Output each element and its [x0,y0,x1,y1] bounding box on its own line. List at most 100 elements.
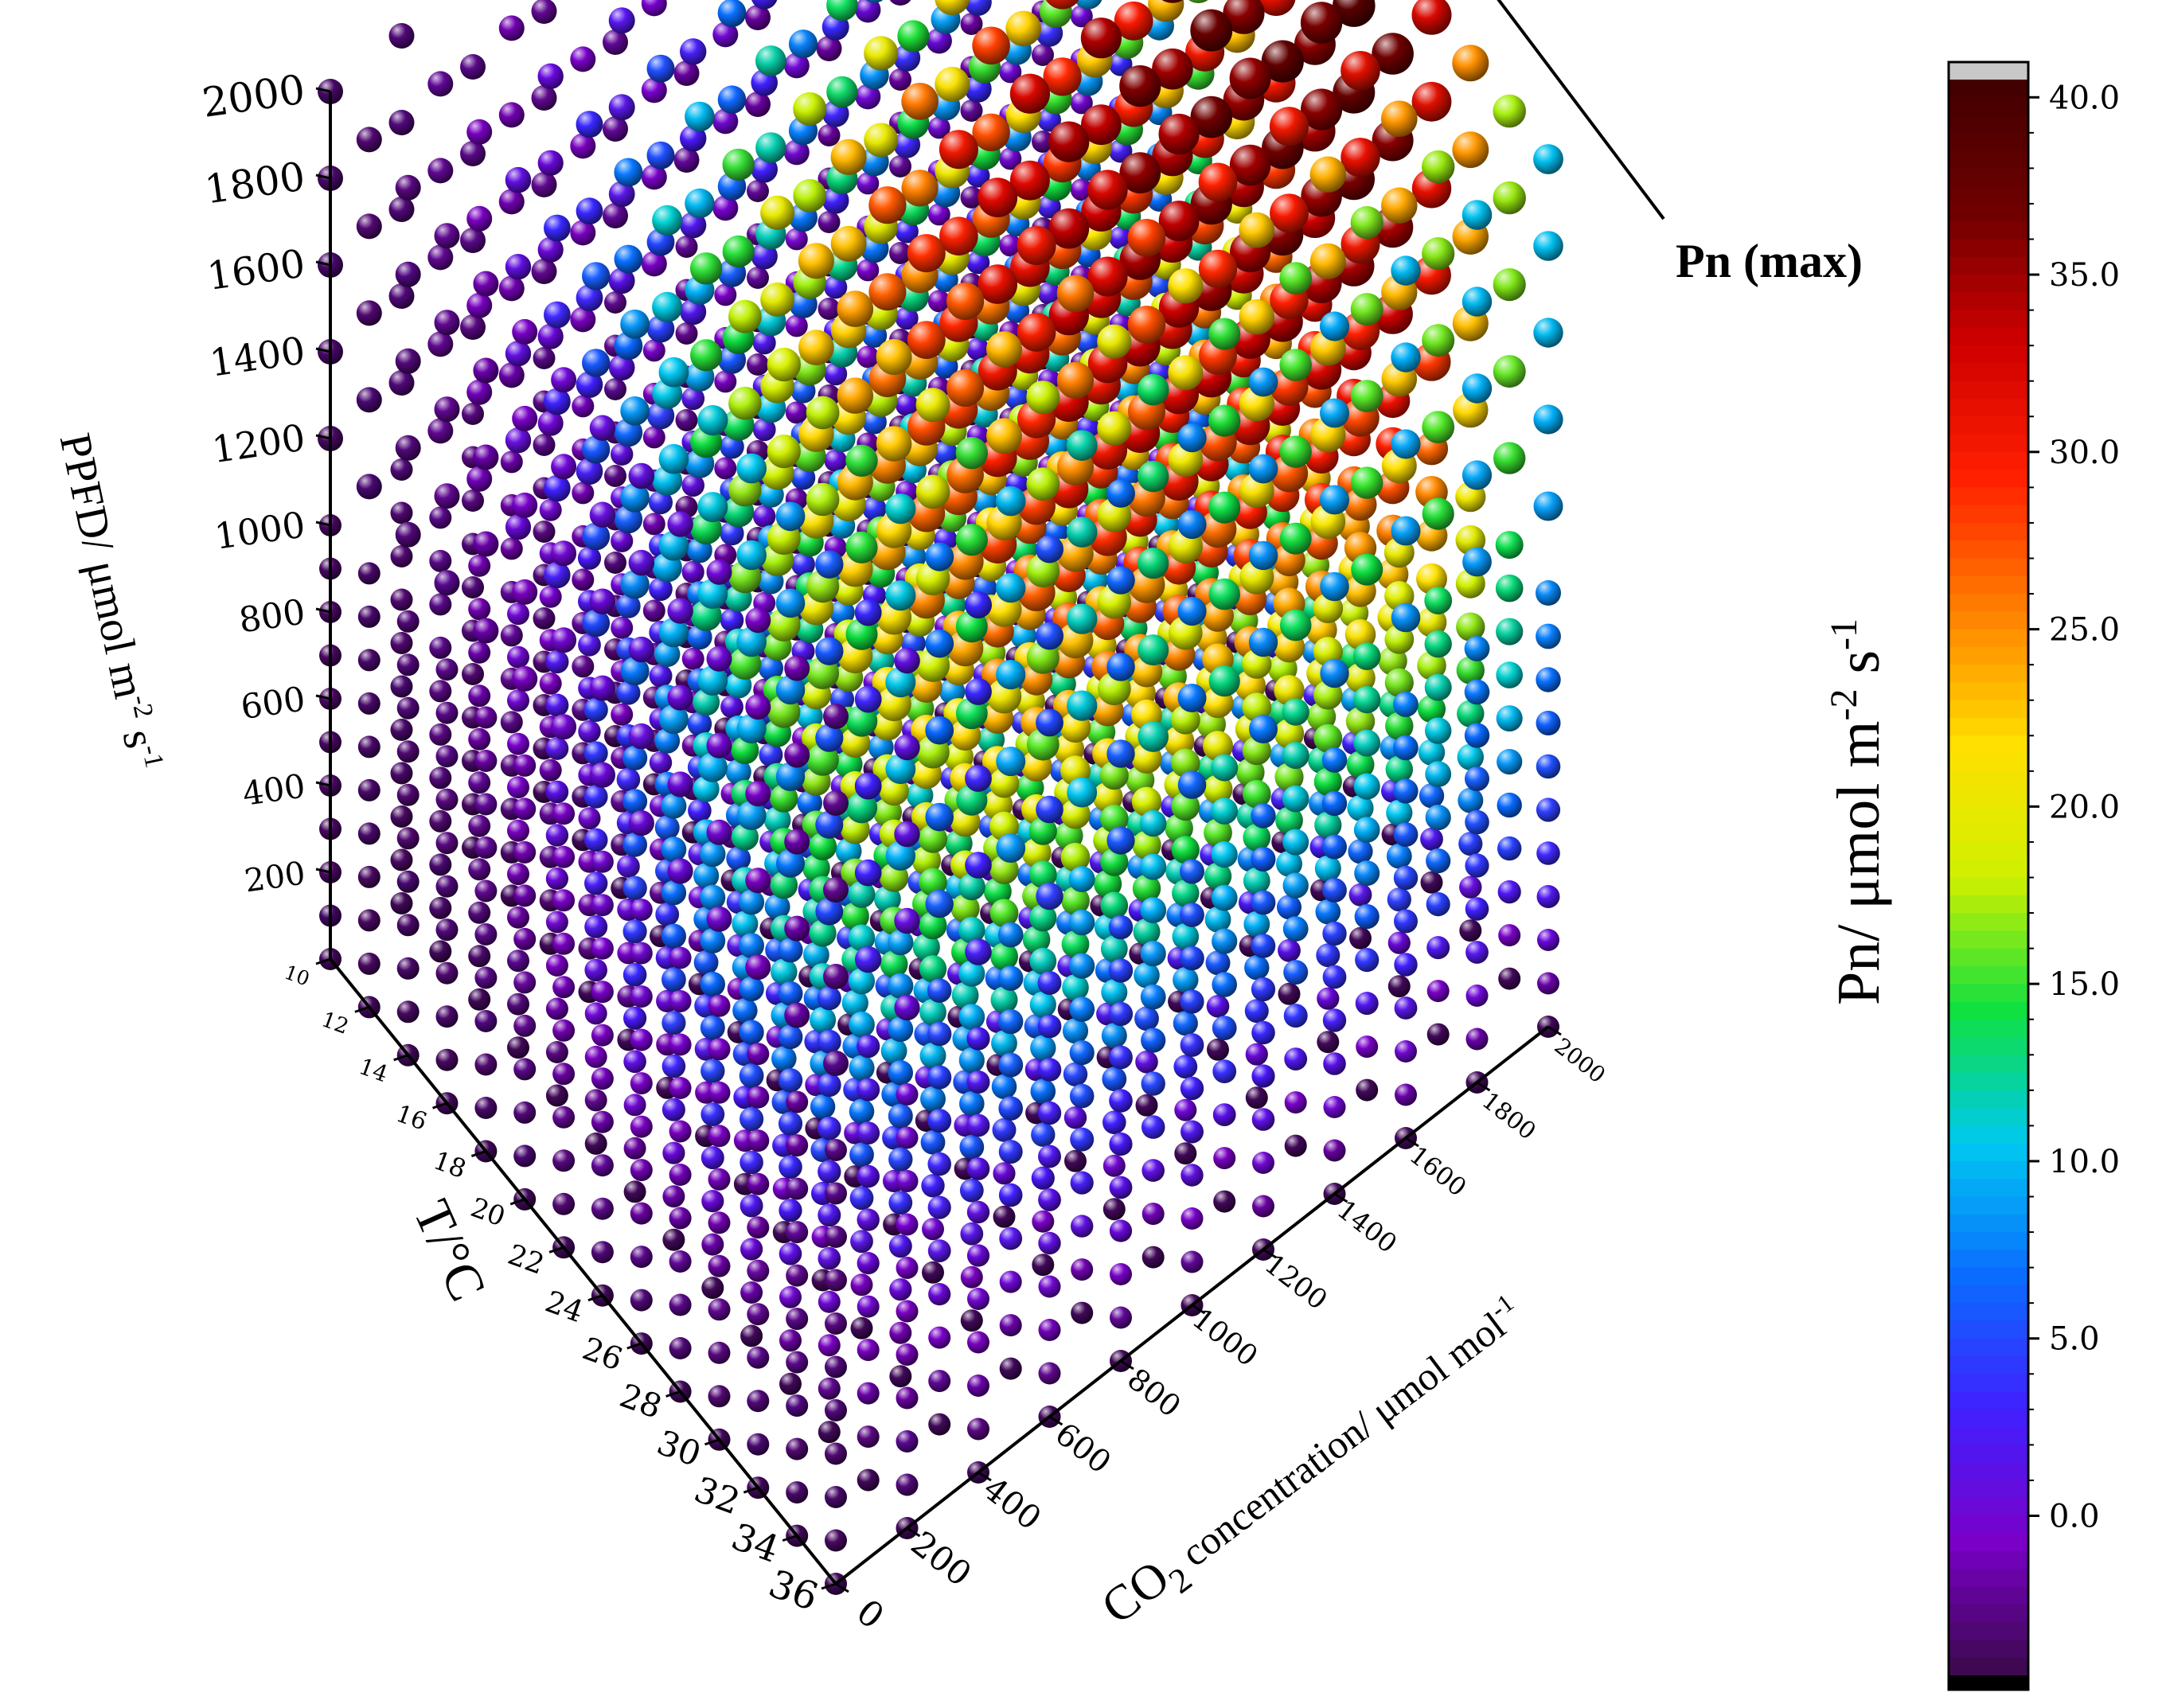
data-point [507,732,529,755]
data-point [739,889,765,915]
data-point [1070,1127,1095,1152]
data-point [689,252,723,285]
data-point [1274,675,1305,706]
data-point [725,758,751,786]
data-point [434,396,460,423]
data-point [1177,596,1207,626]
data-point [717,0,747,28]
data-point [895,306,919,330]
data-point [1353,773,1380,800]
data-point [608,267,635,294]
data-point [965,938,992,965]
y-tick [470,1150,486,1157]
data-point [1208,578,1240,610]
data-point [778,981,803,1006]
data-point [435,875,459,898]
data-point [673,60,700,86]
colorbar-overflow-top [1949,62,2028,80]
data-point [1493,94,1526,128]
data-point [1322,834,1347,860]
data-point [669,1207,692,1230]
z-tick [315,694,331,700]
data-point [616,680,641,705]
data-point [955,610,988,643]
data-point [1279,262,1313,294]
data-point [1038,1319,1061,1341]
data-point [1279,349,1312,381]
data-point [1038,1275,1061,1298]
data-point [1322,965,1347,989]
data-point [1070,5,1093,28]
data-point [1180,1033,1204,1057]
data-point [1251,890,1276,915]
data-point [771,1046,797,1071]
data-point [466,466,493,492]
data-point [652,291,683,322]
data-point [770,871,798,899]
data-point [1320,658,1349,688]
data-point [946,369,985,407]
data-point [1314,855,1341,882]
data-point [1069,909,1095,936]
data-point [584,914,608,938]
data-point [880,1038,907,1064]
data-point [658,530,689,561]
z-tick-label: 1600 [205,241,308,299]
data-point [1350,380,1383,412]
data-point [925,716,954,745]
data-point [907,234,946,273]
data-point [901,83,939,120]
data-point [1279,609,1312,641]
data-point [1279,522,1312,555]
data-point [1180,946,1204,971]
data-point [468,858,491,881]
data-point [614,418,643,447]
data-point [700,840,726,868]
data-point [965,591,992,618]
data-point [1134,1006,1159,1031]
data-point [591,1024,614,1047]
data-point [999,234,1022,257]
data-point [507,689,529,712]
data-point [513,797,537,821]
data-point [966,337,990,361]
data-point [545,867,569,891]
data-point [739,976,764,1002]
data-point [1031,1122,1056,1147]
data-point [1212,1103,1236,1126]
colorbar: 0.0 5.0 10.0 15.0 20.0 25.0 30.0 35.0 40.0 Pn/ μm… [1823,60,2120,1691]
data-point [1114,1,1153,41]
data-point [545,649,569,674]
data-point [552,889,576,912]
data-point [1244,955,1270,981]
data-point [983,877,1012,906]
data-point [390,762,413,785]
data-point [1395,1083,1417,1106]
annotation: Pn (max) [1497,0,1863,287]
z-tick [315,521,331,527]
data-point [778,1024,803,1050]
data-point [925,629,954,658]
data-point [720,695,743,719]
data-point [958,1004,985,1031]
data-point [620,483,650,513]
z-tick [315,260,331,267]
data-point [680,298,707,326]
data-point [896,1430,919,1453]
data-point [1426,1023,1450,1046]
data-point [578,720,601,743]
data-point [857,1164,880,1188]
data-point [388,197,415,222]
data-point [589,762,616,788]
data-point [1320,571,1349,602]
data-point [763,806,791,834]
data-point [1245,1086,1268,1109]
data-point [1106,826,1135,855]
data-point [779,1242,802,1265]
data-point [662,1228,685,1251]
data-point [641,0,667,17]
data-point [1283,1004,1308,1028]
data-point [551,627,577,653]
data-point [603,203,628,228]
data-point [396,957,420,980]
